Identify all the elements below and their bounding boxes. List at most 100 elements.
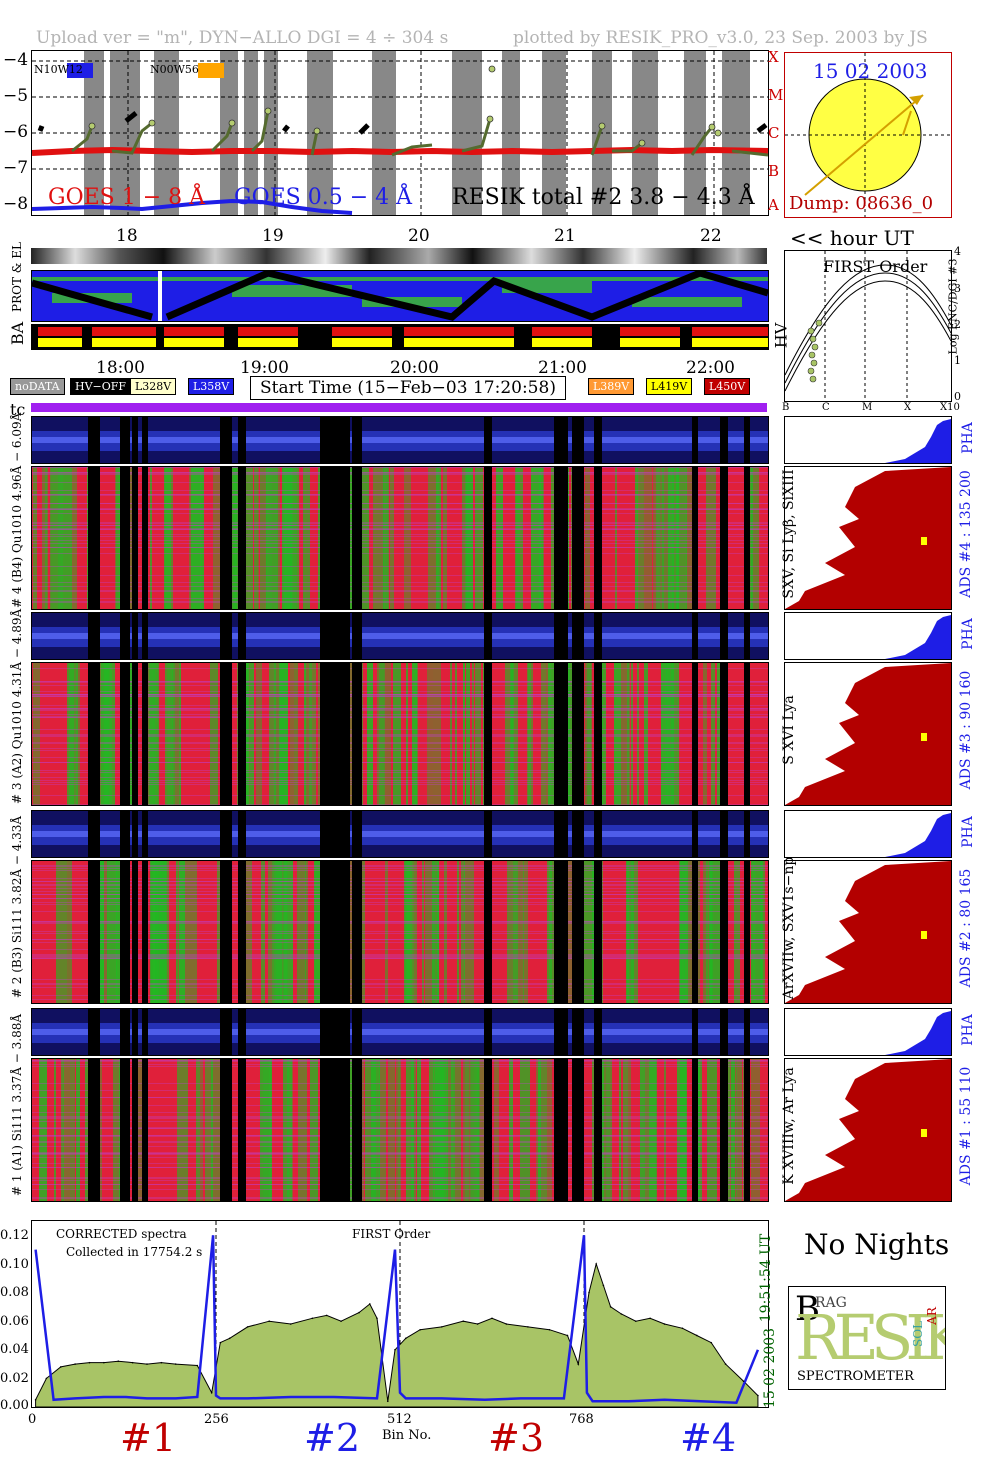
ba-hv-panel [31, 324, 769, 350]
spec-xtick: 0 [28, 1412, 37, 1427]
spectrum-point [696, 1334, 698, 1337]
spectrum-point [219, 1341, 222, 1344]
spec-ytick: 0.02 [0, 1371, 29, 1386]
spec-ytick: 0.06 [0, 1314, 29, 1329]
spectrum-point [210, 1391, 213, 1394]
hour-tick: 20 [408, 226, 430, 246]
fo-xtick: X10 [940, 402, 960, 413]
spec-ytick: 0.12 [0, 1228, 29, 1243]
logo-b: B [795, 1289, 820, 1329]
start-time-box: Start Time (15−Feb−03 17:20:58) [250, 376, 566, 400]
sun-dump: Dump: 08636_0 [789, 193, 934, 214]
spectrum-collected: Collected in 17754.2 s [66, 1245, 203, 1259]
spectrogram-panel [31, 1058, 769, 1202]
spectrum-point [268, 1320, 270, 1322]
spectrum-point [595, 1263, 598, 1265]
first-order-title: FIRST Order [823, 257, 928, 276]
tc-label: tc [10, 400, 26, 419]
pha-strip-svg [32, 811, 768, 857]
spectrum-point [566, 1334, 569, 1337]
channel-label-4: #4 [680, 1416, 737, 1460]
spectrum-point [34, 1399, 37, 1401]
logo-letters: RESIK [795, 1301, 946, 1374]
ba-label: BA [8, 321, 28, 346]
channel-pha-label: # 1 (A1) Si111 3.37Å − 3.88Å [10, 1013, 24, 1197]
spectrum-point [386, 1400, 389, 1403]
pha-histogram-svg [785, 1011, 951, 1055]
spectrum-point [394, 1348, 396, 1351]
channel-ads-label: ADS #2 : 80 165 [958, 868, 974, 988]
prot-strip [31, 248, 767, 264]
logo-ar: AR [924, 1307, 939, 1325]
ads-histogram [784, 1058, 952, 1202]
spectrum-point [45, 1377, 48, 1380]
spectrum-point [117, 1360, 120, 1363]
pha-strip [31, 810, 769, 858]
spectrum-point [681, 1327, 684, 1330]
fo-xtick: B [782, 402, 790, 413]
spectrum-point [505, 1323, 508, 1325]
spectrum-point [340, 1320, 342, 1322]
legend-nodata: noDATA [10, 378, 65, 395]
spectrum-point [602, 1284, 605, 1287]
logo-spectrometer: SPECTROMETER [797, 1369, 914, 1384]
goes-lightcurve-panel: N10W12 N00W56 GOES 1 − 8 Å GOES 0.5 − 4 … [31, 50, 769, 216]
ads-histogram [784, 662, 952, 806]
spectrogram-panel [31, 860, 769, 1004]
spectrum-point [74, 1363, 76, 1365]
ads-histogram-svg [785, 467, 951, 609]
sun-panel: 15 02 2003 Dump: 08636_0 [784, 52, 952, 218]
spectrum-point [724, 1363, 727, 1365]
channel-pha-label: # 3 (A2) Qu1010 4.31Å − 4.89Å [10, 608, 24, 804]
time-tick: 20:00 [390, 358, 439, 378]
ar-label-1: N10W12 [34, 63, 83, 76]
goes-ytick: −5 [3, 86, 29, 106]
goes-lightcurve-svg [32, 51, 768, 215]
spectrum-point [577, 1363, 580, 1365]
legend-resik: RESIK total #2 3.8 − 4.3 Å [452, 185, 755, 210]
resik-logo: B RAG RESIK SOL AR SPECTROMETER [788, 1286, 946, 1390]
spectrogram-panel [31, 662, 769, 806]
hour-axis-label: << hour UT [790, 226, 914, 250]
resik-total-curve [71, 110, 768, 157]
legend-v2: L358V [188, 378, 235, 395]
spectrum-point [174, 1363, 177, 1365]
channel-ads-label: ADS #4 : 135 200 [958, 470, 974, 598]
pha-strip [31, 612, 769, 660]
spec-ytick: 0.04 [0, 1342, 29, 1357]
spectrum-first-order: FIRST Order [352, 1227, 431, 1241]
legend-v4: L419V [646, 378, 693, 395]
spectrum-point [103, 1361, 105, 1364]
goes-ytick: −7 [3, 158, 29, 178]
ar-label-2: N00W56 [150, 63, 199, 76]
spec-xtick: 512 [387, 1412, 412, 1427]
goes-gridlines [32, 51, 768, 215]
channel-ads-label: ADS #3 : 90 160 [958, 670, 974, 790]
spectrum-point [609, 1306, 612, 1308]
el-svg [32, 271, 768, 321]
pha-strip-svg [32, 613, 768, 659]
resik-points [88, 65, 722, 147]
pha-word: PHA [959, 422, 976, 454]
resik-black-segments [37, 111, 768, 135]
spectrum-point [462, 1320, 465, 1322]
spectrum-point [620, 1313, 623, 1315]
ads-histogram-svg [785, 663, 951, 805]
time-tick: 19:00 [240, 358, 289, 378]
spectrum-point [649, 1317, 651, 1320]
el-panel [31, 270, 769, 322]
ar-marker-2 [198, 63, 224, 78]
spectrum-point [527, 1326, 529, 1328]
goes-class-label: A [768, 196, 779, 214]
goes-class-label: B [768, 162, 780, 180]
pha-strip-svg [32, 1009, 768, 1055]
pha-word: PHA [959, 816, 976, 848]
spectrum-point [131, 1361, 134, 1364]
spectrum-point [311, 1317, 314, 1320]
spectrum-point [228, 1337, 231, 1340]
ba-hv-svg [32, 325, 768, 349]
legend-hvoff: HV−OFF [70, 378, 132, 395]
spectrum-point [419, 1328, 421, 1331]
channel-lines-label: S XVI Lya [781, 695, 797, 765]
hour-tick: 22 [700, 226, 722, 246]
